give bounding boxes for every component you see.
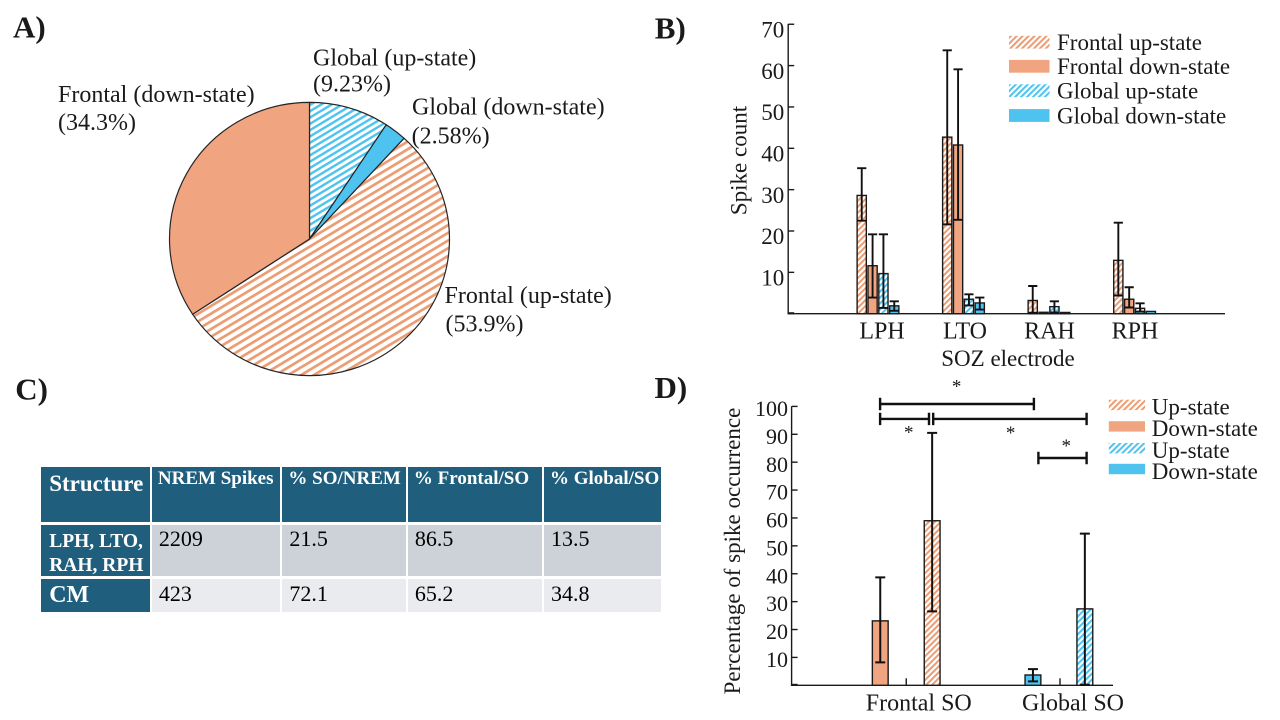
svg-text:70: 70	[766, 480, 788, 505]
svg-text:40: 40	[766, 563, 788, 588]
svg-text:*: *	[1006, 423, 1016, 444]
svg-text:Global (down-state): Global (down-state)	[412, 95, 605, 121]
svg-text:*: *	[1061, 436, 1071, 457]
svg-text:70: 70	[761, 17, 784, 42]
svg-text:(2.58%): (2.58%)	[412, 124, 490, 150]
svg-text:Down-state: Down-state	[1152, 459, 1258, 484]
svg-text:D): D)	[655, 370, 688, 405]
svg-text:60: 60	[761, 59, 784, 84]
svg-text:SOZ electrode: SOZ electrode	[941, 346, 1074, 371]
svg-text:20: 20	[761, 224, 784, 249]
svg-text:60: 60	[766, 508, 788, 533]
svg-text:80: 80	[766, 452, 788, 477]
svg-text:10: 10	[766, 647, 788, 672]
svg-text:(9.23%): (9.23%)	[313, 72, 391, 98]
svg-text:RPH: RPH	[1112, 319, 1159, 345]
svg-text:50: 50	[761, 100, 784, 125]
svg-text:100: 100	[755, 396, 788, 421]
svg-text:*: *	[904, 422, 914, 443]
svg-text:LTO: LTO	[943, 319, 987, 345]
svg-text:Global up-state: Global up-state	[1057, 79, 1198, 104]
svg-text:B): B)	[655, 11, 686, 46]
svg-text:C): C)	[15, 372, 48, 407]
svg-text:(34.3%): (34.3%)	[58, 110, 136, 136]
svg-text:Spike count: Spike count	[727, 105, 752, 215]
svg-text:40: 40	[761, 142, 784, 167]
svg-text:30: 30	[766, 591, 788, 616]
svg-text:Percentage of spike occurrence: Percentage of spike occurrence	[720, 408, 745, 695]
svg-text:Global SO: Global SO	[1022, 691, 1124, 717]
svg-text:Global (up-state): Global (up-state)	[313, 46, 476, 72]
svg-text:Global down-state: Global down-state	[1057, 103, 1226, 128]
svg-text:Down-state: Down-state	[1152, 416, 1258, 441]
svg-text:Frontal SO: Frontal SO	[866, 691, 972, 717]
svg-text:30: 30	[761, 183, 784, 208]
svg-text:Frontal (up-state): Frontal (up-state)	[445, 283, 612, 309]
svg-text:RAH: RAH	[1024, 319, 1075, 345]
svg-text:Frontal down-state: Frontal down-state	[1057, 54, 1230, 79]
svg-text:LPH: LPH	[859, 319, 904, 345]
svg-text:50: 50	[766, 535, 788, 560]
svg-text:A): A)	[13, 10, 46, 45]
svg-text:Frontal (down-state): Frontal (down-state)	[58, 82, 255, 108]
svg-text:20: 20	[766, 619, 788, 644]
svg-text:*: *	[952, 376, 962, 397]
svg-text:(53.9%): (53.9%)	[446, 312, 524, 338]
svg-text:10: 10	[761, 266, 784, 291]
svg-text:Up-state: Up-state	[1152, 395, 1230, 420]
svg-text:Up-state: Up-state	[1152, 438, 1230, 463]
svg-text:90: 90	[766, 424, 788, 449]
svg-text:Frontal up-state: Frontal up-state	[1057, 30, 1202, 55]
